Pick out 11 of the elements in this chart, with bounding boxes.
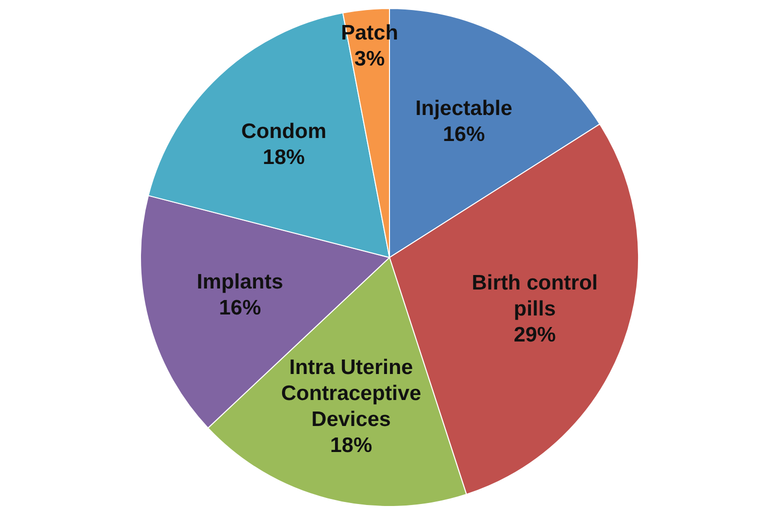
data-label: 29% [514, 324, 556, 347]
data-label: 16% [218, 296, 262, 320]
data-label: 16% [442, 123, 486, 146]
slice-label: Implants [196, 270, 284, 294]
data-label: 18% [330, 434, 372, 457]
slice-label: Condom [241, 120, 326, 143]
slice-label: Birth control pills [472, 272, 598, 321]
data-label: 18% [262, 146, 306, 169]
slice-label: Intra Uterine Contraceptive Devices [281, 356, 422, 431]
slice-label: Injectable [415, 97, 512, 120]
data-label: 3% [354, 48, 386, 71]
